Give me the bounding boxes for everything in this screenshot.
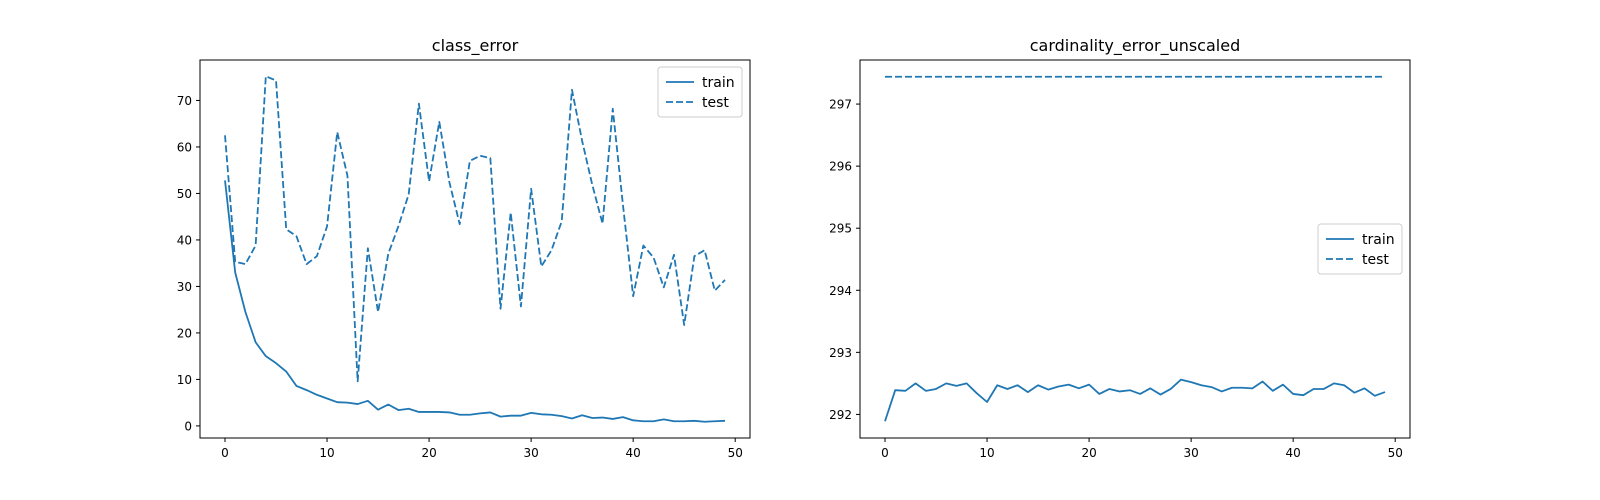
x-tick-label: 30	[1183, 446, 1198, 460]
y-tick-label: 0	[184, 419, 192, 433]
y-tick-label: 30	[177, 280, 192, 294]
y-tick-label: 294	[829, 284, 852, 298]
x-tick-label: 40	[1286, 446, 1301, 460]
y-tick-label: 70	[177, 94, 192, 108]
legend-label-test: test	[1362, 252, 1389, 268]
legend: train test	[1317, 223, 1403, 275]
x-tick-label: 10	[979, 446, 994, 460]
x-tick-label: 40	[626, 446, 641, 460]
chart-2: cardinality_error_unscaled 0 10 20 30 40 50 292…	[829, 36, 1411, 460]
legend-label-test: test	[702, 95, 729, 111]
chart-1: class_error 0 10 20 30 40 50 0 10 20 30 40 50 60 70 tra…	[177, 36, 751, 460]
x-tick-label: 50	[1388, 446, 1403, 460]
x-tick-label: 20	[1081, 446, 1096, 460]
y-tick-label: 292	[829, 408, 852, 422]
y-tick-label: 293	[829, 346, 852, 360]
x-tick-label: 0	[881, 446, 889, 460]
chart-title: cardinality_error_unscaled	[1030, 36, 1240, 56]
x-tick-label: 10	[319, 446, 334, 460]
y-tick-label: 296	[829, 160, 852, 174]
x-tick-label: 30	[523, 446, 538, 460]
series-line-train	[224, 180, 726, 423]
axes-frame	[859, 59, 1411, 439]
x-tick-label: 50	[728, 446, 743, 460]
series-line-train	[884, 378, 1386, 422]
y-tick-label: 10	[177, 373, 192, 387]
y-tick-label: 295	[829, 222, 852, 236]
legend: train test	[657, 66, 743, 118]
legend-label-train: train	[1362, 232, 1395, 248]
y-tick-label: 20	[177, 326, 192, 340]
y-tick-label: 50	[177, 187, 192, 201]
y-tick-label: 297	[829, 98, 852, 112]
legend-label-train: train	[702, 75, 735, 91]
x-tick-label: 0	[221, 446, 229, 460]
axes-frame	[199, 59, 751, 439]
chart-title: class_error	[432, 36, 519, 56]
x-tick-label: 20	[421, 446, 436, 460]
series-line-test	[224, 75, 726, 383]
y-tick-label: 60	[177, 140, 192, 154]
y-tick-label: 40	[177, 233, 192, 247]
